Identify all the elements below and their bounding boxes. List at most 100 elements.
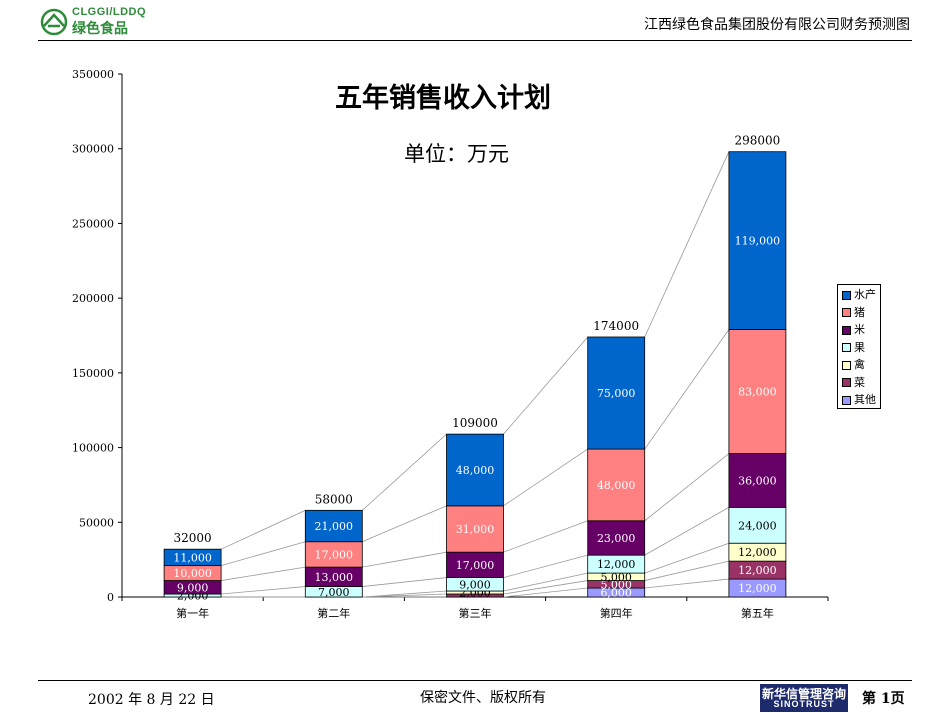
data-label: 21,000 — [315, 520, 354, 533]
x-tick-label: 第五年 — [741, 606, 774, 620]
data-label: 12,000 — [738, 582, 777, 595]
bar-segment — [728, 453, 787, 508]
series-line — [644, 453, 730, 522]
data-label: 36,000 — [738, 474, 777, 487]
series-line — [644, 578, 729, 589]
x-tick-label: 第四年 — [600, 606, 633, 620]
data-label: 23,000 — [597, 532, 636, 545]
x-tick-label: 第三年 — [459, 606, 492, 620]
logo-text-en: CLGGI/LDDQ — [72, 6, 147, 18]
legend-swatch — [842, 378, 851, 387]
bar-segment — [587, 336, 646, 450]
series-line — [644, 542, 730, 574]
x-tick-label: 第二年 — [317, 606, 350, 620]
legend-item: 米 — [842, 323, 865, 337]
legend-item: 果 — [842, 341, 865, 355]
legend-swatch — [842, 290, 851, 300]
series-line — [644, 560, 729, 581]
y-tick-label: 100000 — [72, 442, 114, 455]
y-tick-label: 300000 — [72, 143, 114, 156]
bar-segment — [446, 505, 504, 553]
legend-swatch — [842, 325, 851, 335]
data-label: 119,000 — [735, 235, 781, 248]
series-line — [644, 506, 730, 556]
series-line — [362, 590, 447, 598]
bar-segment — [728, 329, 787, 454]
series-line — [221, 566, 306, 581]
legend-swatch — [842, 360, 851, 370]
series-line — [220, 541, 306, 567]
bar-segment — [446, 433, 504, 507]
data-label: 9,000 — [177, 581, 209, 594]
legend-label: 米 — [854, 323, 865, 336]
bar-segment — [304, 541, 363, 568]
consultant-name-en: SINOTRUST — [773, 699, 835, 709]
series-line — [644, 151, 730, 338]
legend-swatch — [842, 308, 851, 317]
legend-label: 禽 — [854, 358, 865, 371]
legend-swatch — [842, 395, 851, 405]
consultant-logo: 新华信管理咨询 SINOTRUST — [760, 684, 848, 712]
header-divider — [38, 40, 912, 41]
total-label: 58000 — [315, 492, 353, 506]
bar-segment — [304, 509, 363, 543]
series-line — [503, 554, 588, 578]
data-label: 5,000 — [600, 571, 632, 584]
series-line — [503, 587, 588, 598]
data-label: 31,000 — [456, 523, 495, 536]
footer-confidential: 保密文件、版权所有 — [420, 690, 546, 706]
logo-text-cn: 绿色食品 — [72, 21, 128, 37]
bar-segment — [728, 151, 787, 330]
legend-item: 其他 — [842, 393, 876, 407]
data-label: 7,000 — [318, 586, 350, 599]
chart-subtitle: 单位：万元 — [404, 142, 509, 166]
chart-title: 五年销售收入计划 — [335, 83, 551, 114]
legend-item: 禽 — [842, 358, 865, 372]
y-tick-label: 250000 — [72, 217, 114, 230]
data-label: 83,000 — [738, 386, 777, 399]
bar-segment — [163, 548, 222, 567]
legend-label: 菜 — [854, 375, 865, 389]
data-label: 13,000 — [315, 571, 354, 584]
series-line — [362, 433, 447, 511]
series-line — [220, 509, 306, 550]
data-label: 48,000 — [456, 464, 495, 477]
y-tick-label: 150000 — [72, 367, 114, 380]
data-label: 6,000 — [600, 587, 632, 600]
series-line — [362, 577, 447, 587]
series-line — [362, 593, 447, 598]
series-line — [644, 329, 730, 450]
data-label: 75,000 — [597, 387, 636, 400]
legend-label: 猪 — [854, 305, 865, 319]
y-tick-label: 0 — [107, 591, 114, 604]
footer-divider — [38, 680, 912, 681]
series-line — [503, 572, 588, 592]
chart-legend: 水产猪米果禽菜其他 — [837, 284, 881, 409]
data-label: 5,000 — [600, 578, 632, 591]
bar-segment — [587, 448, 646, 522]
company-name: 江西绿色食品集团股份有限公司财务预测图 — [644, 17, 910, 33]
consultant-name-cn: 新华信管理咨询 — [761, 687, 846, 701]
data-label: 9,000 — [459, 578, 491, 591]
y-tick-label: 200000 — [72, 292, 114, 305]
legend-item: 菜 — [842, 376, 865, 390]
data-label: 17,000 — [456, 559, 495, 572]
legend-item: 猪 — [842, 306, 865, 320]
data-label: 17,000 — [315, 548, 354, 561]
total-label: 174000 — [593, 319, 639, 333]
page-number: 第 1页 — [862, 691, 905, 707]
bar-segment — [446, 551, 504, 578]
x-tick-label: 第一年 — [176, 606, 209, 620]
series-line — [362, 551, 447, 568]
total-label: 298000 — [734, 134, 780, 148]
data-label: 48,000 — [597, 479, 636, 492]
company-logo-icon — [40, 8, 68, 36]
y-tick-label: 350000 — [72, 68, 114, 81]
data-label: 12,000 — [597, 558, 636, 571]
legend-label: 其他 — [854, 393, 876, 406]
series-line — [503, 520, 588, 553]
data-label: 10,000 — [173, 567, 212, 580]
data-label: 11,000 — [173, 551, 212, 564]
footer-date: 2002 年 8 月 22 日 — [88, 692, 215, 708]
